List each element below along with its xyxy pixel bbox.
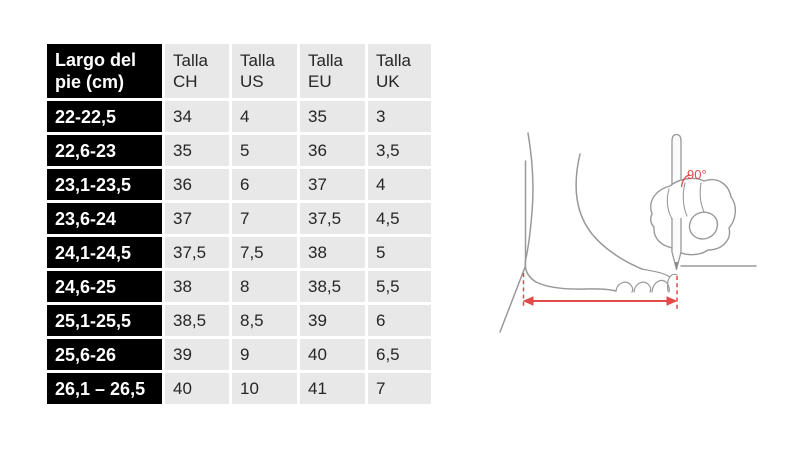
- talla-ch-cell: 36: [165, 169, 229, 200]
- talla-us-cell: 7: [232, 203, 297, 234]
- talla-us-cell: 10: [232, 373, 297, 404]
- talla-uk-cell: 5,5: [368, 271, 431, 302]
- talla-us-cell: 9: [232, 339, 297, 370]
- talla-ch-cell: 34: [165, 101, 229, 132]
- talla-eu-cell: 37: [300, 169, 365, 200]
- wall-line: [499, 160, 527, 333]
- talla-eu-cell: 40: [300, 339, 365, 370]
- talla-eu-cell: 36: [300, 135, 365, 166]
- header-talla-eu-cell: Talla EU: [300, 44, 365, 98]
- talla-uk-cell: 4: [368, 169, 431, 200]
- talla-us-cell: 8,5: [232, 305, 297, 336]
- talla-uk-cell: 6: [368, 305, 431, 336]
- angle-arc: [680, 174, 691, 188]
- foot-range-cell: 25,1-25,5: [47, 305, 162, 336]
- talla-ch-cell: 39: [165, 339, 229, 370]
- shin-foot-top-outline: [575, 153, 643, 270]
- talla-eu-cell: 39: [300, 305, 365, 336]
- foot-range-cell: 24,1-24,5: [47, 237, 162, 268]
- foot-range-cell: 22,6-23: [47, 135, 162, 166]
- talla-ch-cell: 38: [165, 271, 229, 302]
- pencil-lower: [671, 218, 682, 271]
- talla-eu-cell: 37,5: [300, 203, 365, 234]
- talla-us-cell: 4: [232, 101, 297, 132]
- leg-heel-sole-outline: [524, 132, 617, 292]
- header-talla-ch-cell: Talla CH: [165, 44, 229, 98]
- foot-range-cell: 24,6-25: [47, 271, 162, 302]
- talla-ch-cell: 40: [165, 373, 229, 404]
- foot-range-cell: 23,6-24: [47, 203, 162, 234]
- talla-uk-cell: 6,5: [368, 339, 431, 370]
- shoe-size-table: Largo del pie (cm) Talla CH Talla US Tal…: [47, 44, 431, 404]
- talla-us-cell: 6: [232, 169, 297, 200]
- foot-range-cell: 22-22,5: [47, 101, 162, 132]
- talla-ch-cell: 37: [165, 203, 229, 234]
- foot-range-cell: 23,1-23,5: [47, 169, 162, 200]
- talla-uk-cell: 7: [368, 373, 431, 404]
- talla-uk-cell: 3,5: [368, 135, 431, 166]
- talla-ch-cell: 37,5: [165, 237, 229, 268]
- talla-us-cell: 5: [232, 135, 297, 166]
- arrowhead-right: [666, 296, 678, 306]
- talla-ch-cell: 38,5: [165, 305, 229, 336]
- talla-us-cell: 8: [232, 271, 297, 302]
- toes-outline: [615, 268, 678, 293]
- foot-range-cell: 25,6-26: [47, 339, 162, 370]
- header-talla-us-cell: Talla US: [232, 44, 297, 98]
- thumb-outline: [688, 211, 719, 240]
- pencil-tip: [674, 262, 679, 270]
- talla-uk-cell: 3: [368, 101, 431, 132]
- talla-eu-cell: 41: [300, 373, 365, 404]
- header-foot-length-cell: Largo del pie (cm): [47, 44, 162, 98]
- talla-ch-cell: 35: [165, 135, 229, 166]
- talla-eu-cell: 35: [300, 101, 365, 132]
- talla-eu-cell: 38: [300, 237, 365, 268]
- talla-us-cell: 7,5: [232, 237, 297, 268]
- talla-uk-cell: 5: [368, 237, 431, 268]
- talla-uk-cell: 4,5: [368, 203, 431, 234]
- header-talla-uk-cell: Talla UK: [368, 44, 431, 98]
- arrowhead-left: [522, 296, 534, 306]
- talla-eu-cell: 38,5: [300, 271, 365, 302]
- foot-range-cell: 26,1 – 26,5: [47, 373, 162, 404]
- angle-label: 90°: [687, 167, 707, 182]
